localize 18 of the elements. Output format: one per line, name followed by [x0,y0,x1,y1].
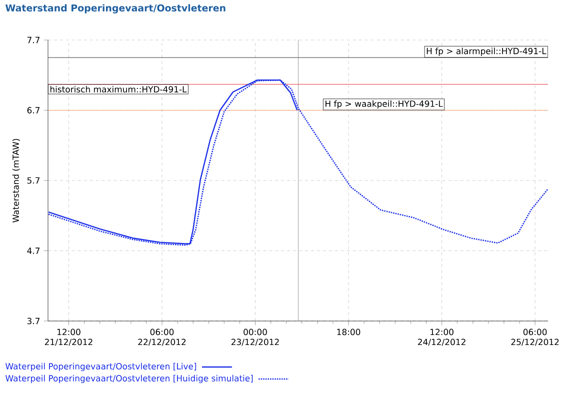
ref-line-label: historisch maximum::HYD-491-L [50,86,187,93]
y-axis-title: Waterstand (mTAW) [12,138,20,222]
ref-line-label: H fp > waakpeil::HYD-491-L [326,100,443,109]
legend-label: Waterpeil Poperingevaart/Oostvleteren [Live] [5,362,196,372]
x-tick-label: 06:00 25/12/2012 [511,328,559,346]
y-tick-label: 4.7 [27,248,40,254]
y-tick-label: 7.7 [27,36,40,44]
ref-line-label: H fp > alarmpeil::HYD-491-L [426,48,546,56]
x-tick-label: 12:00 21/12/2012 [44,328,92,346]
legend-label: Waterpeil Poperingevaart/Oostvleteren [Huidige simulatie] [5,374,253,384]
x-tick-label: 06:00 22/12/2012 [138,328,186,346]
y-tick-label: 6.7 [27,107,40,114]
y-tick-label: 3.7 [27,318,40,324]
chart-title: Waterstand Poperingevaart/Oostvleteren [5,4,226,14]
y-tick-label: 5.7 [27,177,40,184]
x-tick-label: 00:00 23/12/2012 [231,328,279,346]
x-tick-label: 12:00 24/12/2012 [418,328,466,346]
x-tick-label: 18:00 [337,328,360,336]
